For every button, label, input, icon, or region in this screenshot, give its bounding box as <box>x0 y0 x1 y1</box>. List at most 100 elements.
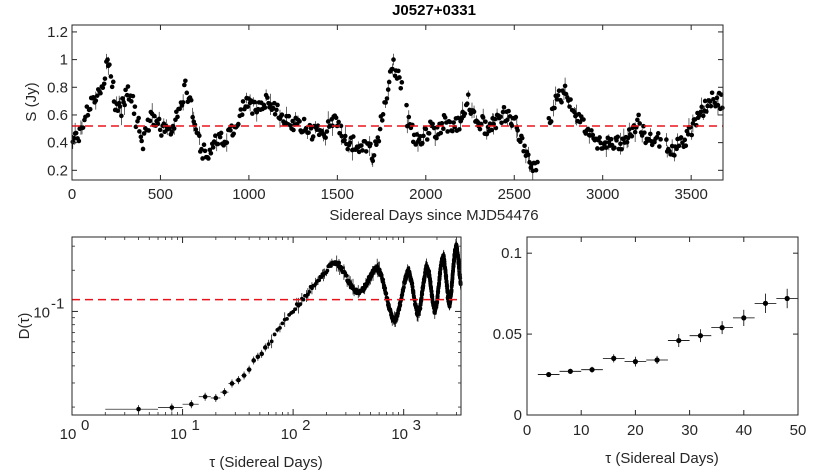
flux-point <box>441 126 446 132</box>
structure-point <box>420 292 425 296</box>
flux-point <box>515 128 520 133</box>
x-tick-label-2: 10 <box>60 426 77 443</box>
y-tick-label-1: 0.4 <box>47 135 68 152</box>
flux-point <box>376 138 382 144</box>
flux-point <box>333 115 339 121</box>
flux-point <box>137 129 142 134</box>
plot-area-2 <box>72 237 461 415</box>
flux-point <box>445 129 450 134</box>
flux-point <box>506 108 511 114</box>
structure-point <box>307 289 312 294</box>
structure-point <box>241 373 247 378</box>
flux-point <box>533 167 539 173</box>
flux-point <box>109 84 115 90</box>
flux-point <box>129 99 134 104</box>
flux-point <box>603 145 609 150</box>
flux-point <box>509 123 515 128</box>
chart-title: J0527+0331 <box>392 2 476 19</box>
flux-point <box>85 112 91 118</box>
flux-point <box>614 138 619 143</box>
y-tick-label-exponent-2: -1 <box>51 295 64 312</box>
flux-point <box>517 139 523 144</box>
x-tick-label-exponent-2: 0 <box>81 417 89 434</box>
flux-point <box>120 96 125 101</box>
flux-point <box>552 105 557 111</box>
flux-point <box>568 97 573 102</box>
x-tick-label-exponent-2: 3 <box>413 417 421 434</box>
flux-point <box>685 132 691 137</box>
flux-point <box>683 143 689 149</box>
flux-point <box>522 143 527 149</box>
flux-point <box>464 101 470 107</box>
flux-point <box>600 146 606 151</box>
y-axis-1: 0.2 0.4 0.6 0.8 1 1.2 <box>47 24 723 179</box>
flux-point <box>487 121 493 126</box>
axes-box-2 <box>71 236 462 416</box>
flux-point <box>188 97 194 103</box>
flux-point <box>270 105 276 111</box>
y-tick-label-1: 1 <box>60 52 68 69</box>
flux-point <box>73 130 79 136</box>
flux-point <box>105 57 110 62</box>
y-axis-label-1: S (Jy) <box>23 82 40 121</box>
flux-point <box>648 131 653 137</box>
structure-point <box>255 354 261 360</box>
y-tick-label-1: 0.6 <box>47 107 68 124</box>
structure-function-zoom-series <box>537 288 798 378</box>
flux-point <box>483 119 488 124</box>
flux-point <box>705 103 710 109</box>
flux-point <box>632 129 638 135</box>
flux-point <box>231 131 236 137</box>
x-tick-label-3: 30 <box>681 422 698 439</box>
structure-point <box>222 389 227 395</box>
flux-point <box>489 127 494 133</box>
flux-point <box>398 85 404 91</box>
flux-point <box>714 95 720 101</box>
flux-timeseries-panel: J0527+0331 0 500 1000 1500 2000 2500 3000 3500 … <box>23 2 725 224</box>
flux-point <box>420 140 425 146</box>
flux-point <box>563 91 569 97</box>
flux-point <box>290 118 295 124</box>
flux-point <box>697 113 702 118</box>
flux-point <box>554 97 560 102</box>
flux-point <box>122 102 127 108</box>
flux-point <box>274 107 279 113</box>
flux-point <box>424 137 430 142</box>
flux-point <box>562 83 568 89</box>
flux-point <box>379 118 385 123</box>
structure-point <box>189 401 194 407</box>
flux-point <box>275 102 280 108</box>
x-tick-label-1: 2500 <box>498 186 531 203</box>
flux-point <box>416 137 422 143</box>
flux-point <box>700 113 706 119</box>
flux-point <box>654 134 660 140</box>
zoom-point <box>611 355 617 361</box>
flux-point <box>548 119 554 124</box>
flux-point <box>190 114 195 120</box>
flux-point <box>711 96 716 102</box>
flux-point <box>386 79 392 85</box>
flux-point <box>385 87 391 92</box>
flux-point <box>200 156 205 161</box>
x-axis-label-2: τ (Sidereal Days) <box>209 454 322 471</box>
flux-point <box>315 123 321 129</box>
flux-point <box>310 134 316 139</box>
flux-point <box>202 148 208 154</box>
flux-point <box>228 127 233 133</box>
flux-point <box>657 144 662 149</box>
flux-point <box>123 87 128 93</box>
flux-point <box>347 140 353 145</box>
structure-point <box>398 302 403 307</box>
structure-point <box>383 286 388 291</box>
y-axis-3: 0 0.05 0.1 <box>493 245 798 424</box>
structure-function-zoom-panel: 0 10 20 30 40 50 0 0.05 0.1 τ (Sidereal Days) <box>493 236 806 467</box>
flux-point <box>595 146 600 151</box>
flux-point <box>125 84 131 89</box>
structure-point <box>272 332 277 337</box>
flux-point <box>655 131 661 136</box>
flux-point <box>642 130 647 135</box>
flux-point <box>87 106 93 112</box>
flux-point <box>384 96 390 101</box>
